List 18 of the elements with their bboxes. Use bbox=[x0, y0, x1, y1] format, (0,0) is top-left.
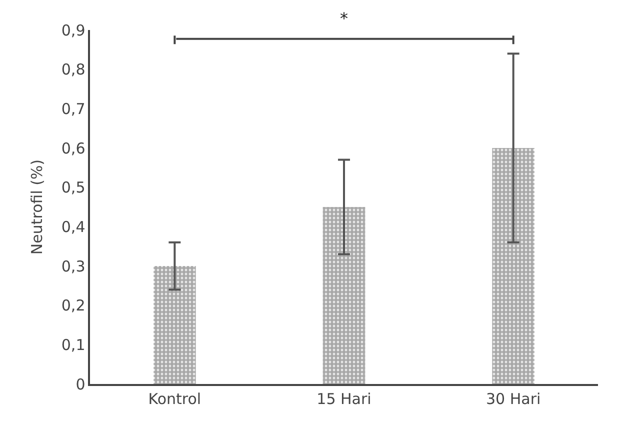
y-tick-label: 0,8 bbox=[61, 60, 86, 79]
y-axis-title: Neutrofil (%) bbox=[28, 159, 46, 255]
y-tick-label: 0,2 bbox=[61, 296, 86, 315]
y-tick-label: 0,5 bbox=[61, 178, 86, 197]
x-tick-label: 15 Hari bbox=[316, 390, 372, 408]
y-tick-label: 0,3 bbox=[61, 257, 86, 276]
y-tick-label: 0,1 bbox=[61, 336, 86, 354]
y-tick-label: 0,7 bbox=[61, 100, 86, 118]
text: * bbox=[340, 9, 348, 28]
bar bbox=[492, 148, 534, 384]
x-tick-label: Kontrol bbox=[148, 390, 202, 408]
bar bbox=[322, 207, 366, 384]
bar bbox=[154, 266, 196, 384]
y-tick-label: 0,4 bbox=[61, 218, 86, 236]
x-tick-label: 30 Hari bbox=[486, 390, 541, 408]
y-tick-label: 0,9 bbox=[61, 21, 86, 40]
y-tick-label: 0 bbox=[76, 375, 86, 394]
y-tick-label: 0,6 bbox=[61, 139, 86, 158]
